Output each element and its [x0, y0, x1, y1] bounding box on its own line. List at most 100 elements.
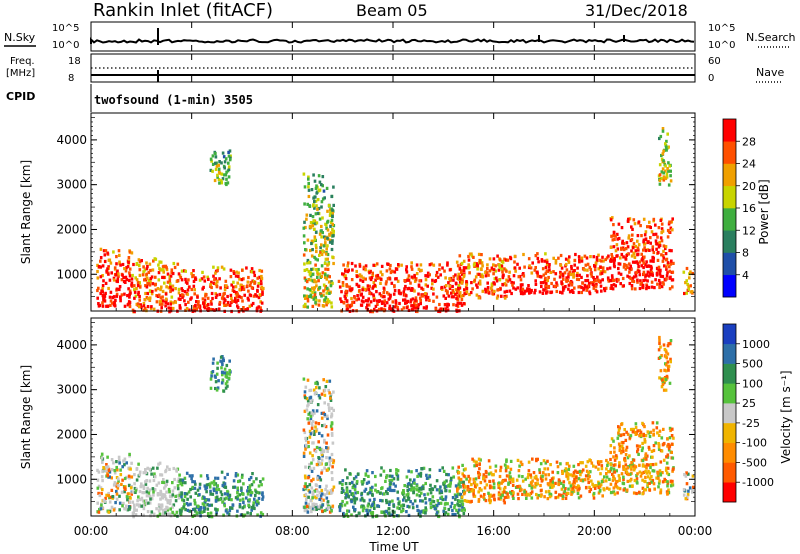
velocity-echo-cell	[536, 457, 539, 461]
power-echo-cell	[670, 249, 673, 253]
velocity-echo-cell	[361, 482, 364, 486]
velocity-echo-cell	[129, 486, 133, 490]
velocity-echo-cell	[655, 421, 659, 425]
velocity-echo-cell	[457, 476, 461, 480]
velocity-echo-cell	[128, 476, 131, 480]
power-echo-cell	[303, 262, 306, 266]
velocity-echo-cell	[205, 490, 208, 494]
power-echo-cell	[348, 285, 352, 289]
power-echo-cell	[530, 288, 533, 293]
power-echo-cell	[536, 274, 540, 278]
velocity-echo-cell	[503, 501, 506, 505]
velocity-echo-cell	[105, 465, 108, 469]
velocity-echo-cell	[597, 482, 601, 486]
velocity-echo-cell	[667, 472, 671, 477]
power-echo-cell	[654, 278, 657, 282]
power-echo-cell	[236, 306, 240, 310]
velocity-echo-cell	[168, 501, 172, 506]
velocity-echo-cell	[482, 473, 486, 477]
power-echo-cell	[320, 183, 323, 187]
velocity-echo-cell	[406, 488, 409, 492]
power-echo-cell	[490, 286, 493, 290]
power-echo-cell	[476, 267, 479, 271]
velocity-echo-cell	[605, 458, 608, 463]
velocity-echo-cell	[618, 448, 622, 452]
velocity-echo-cell	[261, 477, 265, 481]
velocity-echo-cell	[648, 477, 652, 481]
velocity-echo-cell	[315, 409, 319, 413]
velocity-echo-cell	[657, 485, 660, 489]
velocity-echo-cell	[144, 499, 148, 503]
power-echo-cell	[160, 268, 163, 272]
velocity-echo-cell	[659, 460, 663, 464]
power-echo-cell	[656, 282, 659, 286]
power-echo-cell	[636, 253, 639, 257]
velocity-echo-cell	[232, 479, 236, 483]
power-echo-cell	[484, 274, 488, 278]
velocity-echo-cell	[206, 507, 210, 511]
power-echo-cell	[668, 276, 672, 280]
velocity-echo-cell	[302, 428, 306, 432]
power-echo-cell	[638, 286, 642, 291]
velocity-echo-cell	[227, 376, 231, 380]
power-echo-cell	[316, 272, 320, 276]
velocity-echo-cell	[624, 453, 628, 457]
power-echo-cell	[536, 256, 540, 260]
velocity-echo-cell	[165, 490, 168, 494]
velocity-echo-cell	[431, 499, 434, 503]
power-echo-cell	[359, 303, 363, 307]
velocity-echo-cell	[534, 474, 538, 478]
velocity-echo-cell	[375, 490, 379, 494]
velocity-echo-cell	[492, 473, 495, 477]
velocity-echo-cell	[658, 335, 661, 340]
power-echo-cell	[411, 297, 415, 301]
velocity-echo-cell	[385, 474, 389, 478]
power-echo-cell	[470, 252, 473, 256]
power-echo-cell	[467, 258, 471, 262]
velocity-echo-cell	[180, 491, 183, 495]
velocity-echo-cell	[539, 494, 543, 498]
power-echo-cell	[184, 277, 187, 281]
velocity-echo-cell	[215, 372, 219, 376]
power-echo-cell	[381, 273, 384, 277]
velocity-echo-cell	[135, 467, 139, 471]
velocity-echo-cell	[307, 476, 310, 480]
power-echo-cell	[318, 232, 322, 236]
velocity-echo-cell	[604, 479, 608, 483]
velocity-echo-cell	[315, 495, 318, 499]
velocity-echo-cell	[320, 469, 324, 473]
velocity-echo-cell	[315, 462, 319, 467]
velocity-echo-cell	[657, 433, 661, 437]
velocity-echo-cell	[176, 487, 180, 491]
power-echo-cell	[195, 300, 198, 304]
velocity-echo-cell	[183, 502, 186, 506]
power-echo-cell	[105, 304, 108, 308]
power-echo-cell	[386, 262, 389, 266]
power-echo-cell	[326, 263, 329, 267]
velocity-echo-cell	[128, 500, 132, 504]
velocity-echo-cell	[236, 497, 239, 501]
power-echo-cell	[611, 276, 614, 280]
power-echo-cell	[533, 268, 537, 272]
power-echo-cell	[529, 290, 533, 294]
power-echo-cell	[176, 262, 180, 266]
power-echo-cell	[658, 243, 662, 247]
power-echo-cell	[603, 289, 607, 293]
power-echo-cell	[644, 249, 648, 253]
power-echo-cell	[105, 269, 108, 273]
power-echo-cell	[432, 292, 435, 296]
power-echo-cell	[329, 231, 333, 235]
power-echo-cell	[322, 293, 325, 297]
velocity-echo-cell	[345, 512, 348, 517]
power-echo-cell	[537, 260, 540, 264]
velocity-echo-cell	[671, 456, 675, 460]
power-echo-cell	[650, 280, 654, 284]
velocity-echo-cell	[369, 486, 372, 490]
velocity-echo-cell	[254, 490, 258, 494]
power-echo-cell	[667, 183, 671, 187]
power-echo-cell	[101, 304, 105, 308]
velocity-echo-cell	[212, 357, 215, 361]
velocity-echo-cell	[461, 463, 464, 467]
power-echo-cell	[357, 284, 361, 288]
power-echo-cell	[161, 275, 164, 279]
